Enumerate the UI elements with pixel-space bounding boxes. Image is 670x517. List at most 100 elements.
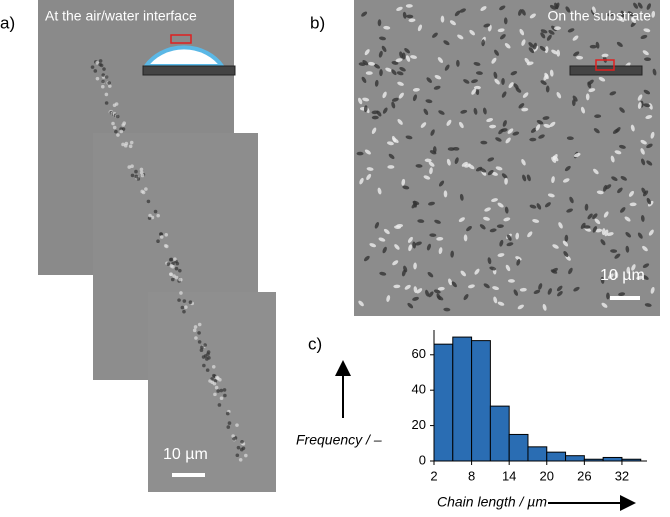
particle [518, 103, 525, 109]
particle [426, 77, 432, 83]
particle [429, 150, 437, 155]
particle [140, 173, 145, 178]
particle [385, 67, 392, 72]
particle [171, 264, 175, 269]
particle [413, 286, 418, 294]
particle [480, 140, 488, 145]
particle [175, 261, 180, 266]
particle [456, 59, 460, 67]
particle [642, 275, 649, 280]
particle [432, 32, 438, 38]
particle [503, 17, 508, 25]
x-tick-label: 2 [430, 468, 437, 483]
particle [434, 75, 442, 80]
particle [382, 246, 387, 254]
particle [515, 232, 520, 240]
particle [397, 81, 404, 86]
particle [239, 447, 244, 452]
particle [369, 243, 377, 248]
particle [364, 149, 371, 155]
micrograph [148, 292, 276, 492]
particle [405, 135, 413, 140]
particle [587, 81, 592, 89]
particle [433, 289, 441, 294]
particle [545, 85, 550, 93]
scale-label: 10 µm [163, 446, 208, 463]
particle [116, 133, 120, 137]
bar [508, 433, 529, 462]
particle [197, 340, 202, 344]
particle [544, 46, 549, 54]
bar [565, 455, 585, 462]
particle [428, 161, 435, 167]
particle [644, 303, 652, 307]
particle [573, 51, 580, 57]
particle [222, 388, 227, 392]
particle [425, 289, 430, 297]
particle [544, 202, 551, 208]
particle [643, 28, 651, 33]
particle [404, 284, 411, 290]
particle [495, 166, 503, 171]
particle [90, 65, 95, 69]
particle [532, 219, 540, 223]
particle [464, 163, 471, 168]
particle [466, 225, 472, 232]
particle [540, 29, 548, 34]
particle [391, 61, 399, 65]
particle [493, 71, 498, 79]
particle [540, 32, 546, 39]
particle [637, 94, 643, 101]
particle [518, 9, 523, 16]
particle [646, 3, 652, 10]
particle [565, 6, 571, 13]
particle [584, 203, 589, 211]
particle [459, 8, 466, 13]
particle [625, 245, 630, 253]
particle [562, 178, 570, 183]
particle [650, 286, 655, 294]
particle [437, 295, 444, 301]
particle [463, 294, 469, 301]
particle [480, 6, 487, 11]
particle [504, 206, 509, 214]
particle [499, 5, 506, 11]
particle [415, 241, 422, 246]
particle [408, 18, 416, 23]
particle [184, 305, 188, 310]
x-tick-label: 32 [615, 468, 629, 483]
particle [594, 114, 602, 119]
particle [443, 190, 448, 198]
particle [642, 263, 650, 268]
particle [428, 291, 434, 298]
particle [592, 226, 597, 233]
particle [610, 249, 618, 253]
particle [630, 124, 635, 132]
particle [136, 177, 141, 181]
particle [371, 115, 379, 120]
particle [566, 208, 573, 213]
particle [101, 79, 105, 84]
particle [144, 187, 148, 191]
particle [454, 157, 459, 165]
particle [539, 45, 546, 52]
particle [529, 204, 537, 209]
particle [475, 166, 483, 172]
particle [529, 13, 536, 19]
micrographs [38, 0, 660, 492]
particle [646, 197, 652, 205]
particle [451, 281, 457, 288]
particle [530, 127, 537, 133]
scale-bar [610, 296, 640, 300]
particle [216, 376, 220, 380]
particle [232, 437, 236, 441]
particle [600, 276, 605, 284]
particle [379, 271, 387, 276]
particle [211, 364, 216, 369]
particle [205, 368, 210, 372]
particle [398, 92, 404, 99]
particle [374, 222, 380, 229]
particle [487, 157, 495, 162]
particle [134, 174, 139, 179]
particle [459, 193, 464, 201]
